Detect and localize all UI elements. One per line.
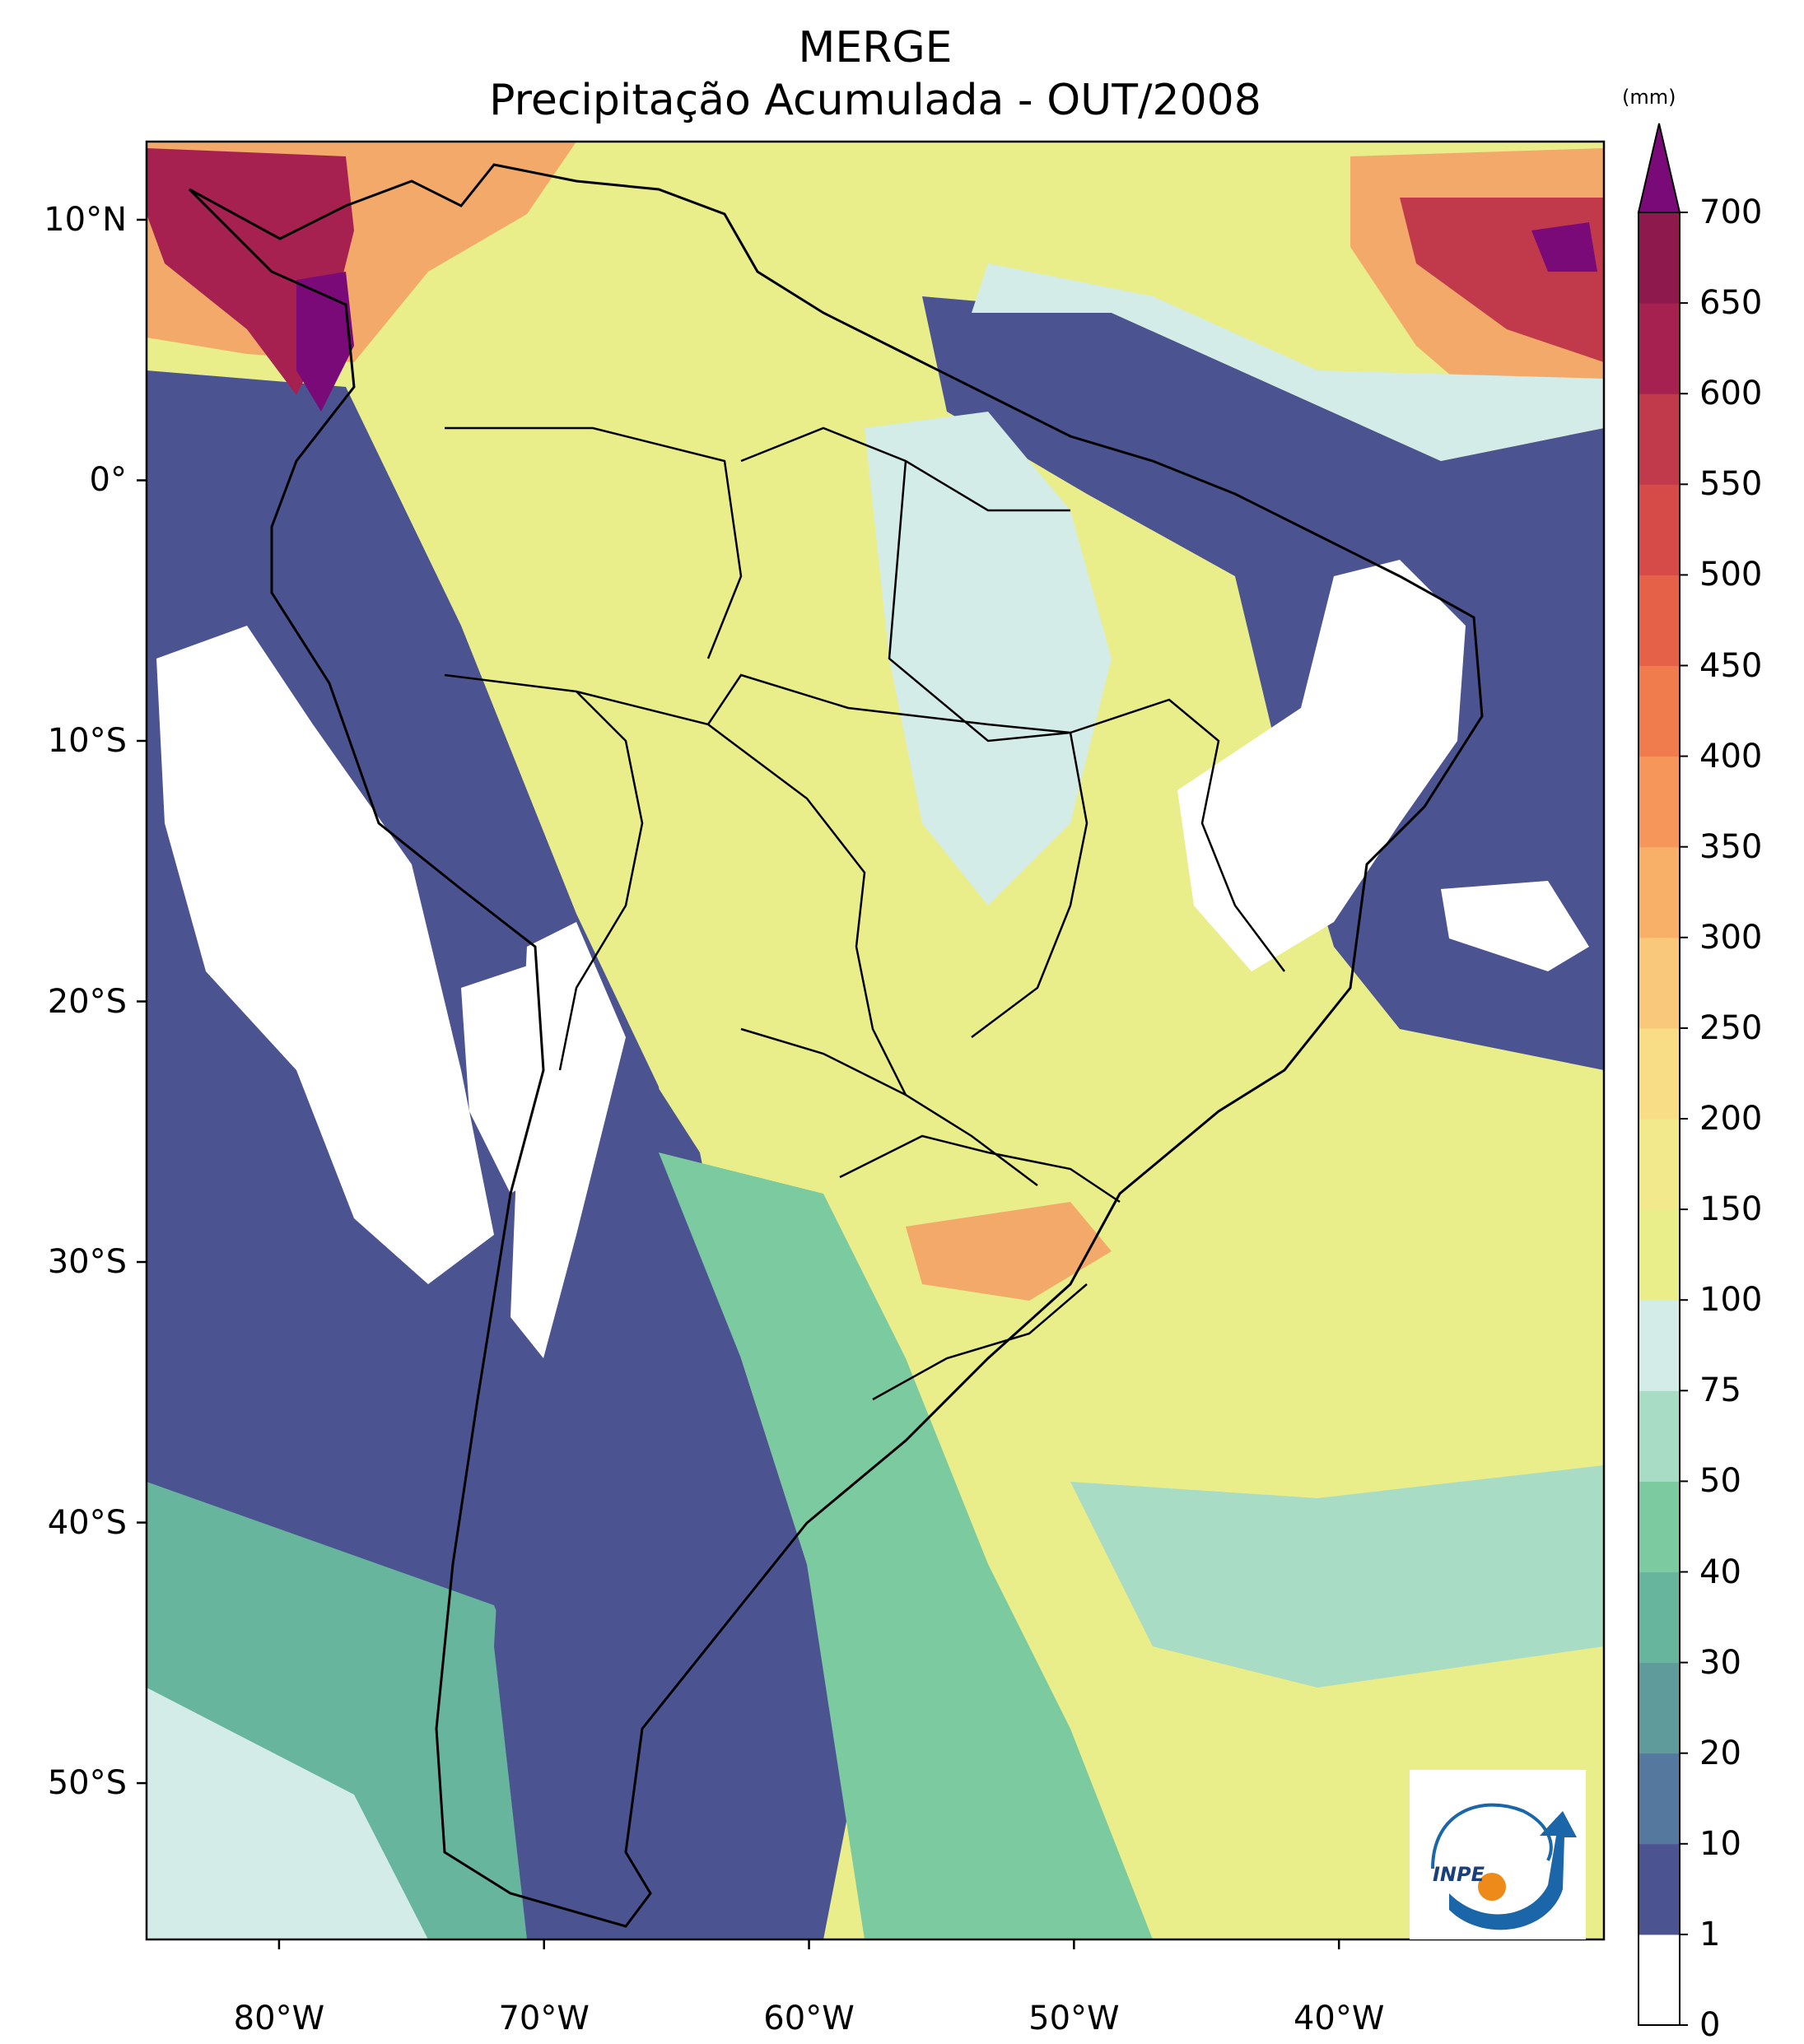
colorbar-label: 400 (1699, 737, 1763, 775)
country-borders (444, 426, 1285, 1401)
pacific-white-patch (156, 626, 494, 1284)
logo-orbit-icon (1431, 1803, 1553, 1869)
precipitation-field (147, 142, 1604, 1939)
colorbar-segment (1639, 1843, 1680, 1935)
logo-text: INPE (1433, 1863, 1485, 1886)
colorbar-label: 150 (1699, 1190, 1763, 1229)
colorbar-segment (1639, 303, 1680, 394)
colorbar-extend-arrow (1637, 123, 1681, 213)
latitude-label: 10°S (47, 722, 127, 760)
frame (145, 140, 1606, 1941)
latitude-label: 50°S (47, 1764, 127, 1803)
longitude-label: 50°W (1028, 2000, 1120, 2037)
continent-outline (188, 163, 1484, 1928)
colorbar-segment (1639, 393, 1680, 485)
colorbar-segment (1639, 1481, 1680, 1572)
colorbar-segment (1639, 1753, 1680, 1845)
colorbar-segment (1639, 1571, 1680, 1664)
latitude-label: 20°S (47, 982, 127, 1021)
latitude-ticks (137, 218, 147, 1785)
longitude-label: 80°W (233, 2000, 325, 2037)
latitude-label: 40°S (47, 1503, 127, 1542)
colorbar-label: 20 (1699, 1734, 1741, 1772)
pacific-light-band (147, 1688, 428, 1939)
south-brazil-warm (906, 1202, 1112, 1301)
ne-brazil-white (1177, 560, 1466, 971)
colorbar-segment (1639, 937, 1680, 1029)
colorbar-unit: (mm) (1622, 86, 1676, 109)
colorbar-label: 200 (1699, 1100, 1763, 1138)
colorbar-label: 40 (1699, 1553, 1741, 1591)
map-subtitle: Precipitação Acumulada - OUT/2008 (489, 76, 1261, 125)
atlantic-light-band (972, 263, 1604, 461)
longitude-label: 40°W (1293, 2000, 1385, 2037)
latitude-label: 0° (89, 461, 127, 500)
map-title: MERGE (798, 23, 953, 72)
colorbar-segment (1639, 575, 1680, 666)
atlantic-dry-band (922, 296, 1604, 1070)
colorbar-label: 600 (1699, 375, 1763, 413)
colorbar-label: 75 (1699, 1371, 1741, 1410)
andes-white-strip (510, 922, 626, 1358)
colorbar-segment (1639, 846, 1680, 938)
inpe-logo: INPE (1410, 1770, 1586, 1939)
colorbar-segment (1639, 1662, 1680, 1754)
colorbar-label: 700 (1699, 193, 1763, 231)
colorbar-label: 100 (1699, 1281, 1763, 1320)
ne-atlantic-wet-peak (1531, 222, 1597, 272)
colorbar-label: 10 (1699, 1824, 1741, 1863)
nw-wet-peak (296, 272, 354, 412)
colorbar-label: 30 (1699, 1643, 1741, 1682)
colorbar-segment (1639, 484, 1680, 575)
colorbar-label: 500 (1699, 556, 1763, 594)
colorbar-segment (1639, 1027, 1680, 1120)
colorbar-segment (1639, 1119, 1680, 1210)
longitude-label: 70°W (498, 2000, 590, 2037)
colorbar-segment (1639, 1390, 1680, 1482)
latitude-label: 10°N (44, 200, 127, 239)
colorbar-label: 0 (1699, 2006, 1721, 2044)
colorbar (1637, 123, 1688, 2026)
colorbar-label: 650 (1699, 284, 1763, 323)
longitude-ticks (277, 1939, 1340, 1949)
colorbar-label: 1 (1699, 1915, 1721, 1953)
colorbar-segment (1639, 1934, 1680, 2026)
colorbar-segment (1639, 1209, 1680, 1301)
atlantic-white-patch (1441, 881, 1589, 971)
colorbar-label: 250 (1699, 1008, 1763, 1047)
colorbar-label: 550 (1699, 465, 1763, 504)
colorbar-segment (1639, 212, 1680, 304)
colorbar-segment (1639, 665, 1680, 757)
colorbar-label: 50 (1699, 1462, 1741, 1501)
logo-arrow-icon (1449, 1811, 1577, 1930)
logo-sun-icon (1478, 1873, 1506, 1901)
latitude-label: 30°S (47, 1243, 127, 1282)
amazon-light-patch (865, 412, 1112, 906)
south-atlantic-teal (1070, 1465, 1604, 1688)
argentina-mid-band (659, 1152, 1153, 1939)
colorbar-label: 350 (1699, 827, 1763, 866)
colorbar-segment (1639, 756, 1680, 848)
colorbar-label: 450 (1699, 646, 1763, 685)
colorbar-segment (1639, 1300, 1680, 1391)
colorbar-label: 300 (1699, 918, 1763, 957)
argentina-dry-band (494, 1037, 865, 1939)
longitude-label: 60°W (763, 2000, 855, 2037)
